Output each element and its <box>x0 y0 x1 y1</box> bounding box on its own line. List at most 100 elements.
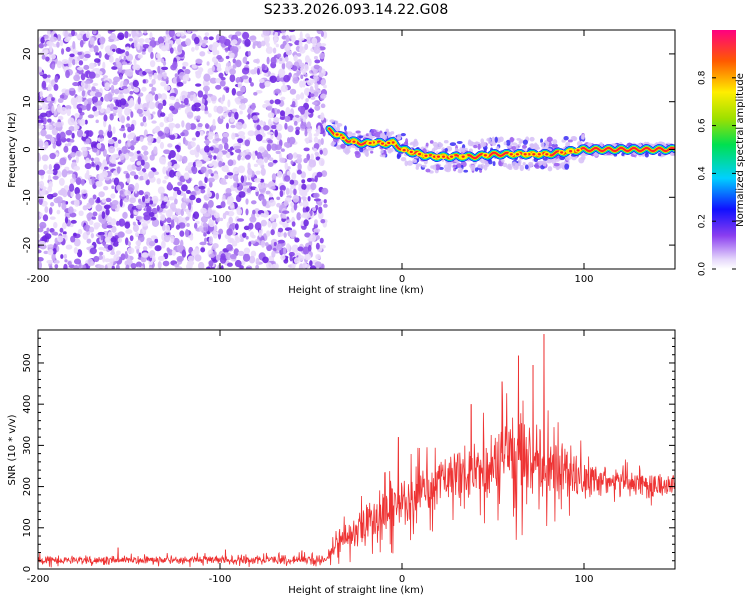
heatmap-cell <box>184 229 190 238</box>
heatmap-cell <box>542 160 547 167</box>
heatmap-cell <box>135 261 142 268</box>
heatmap-cell <box>157 36 165 45</box>
heatmap-cell <box>308 58 312 67</box>
heatmap-cell <box>185 189 191 195</box>
heatmap-cell <box>245 182 253 186</box>
heatmap-cell <box>229 74 236 83</box>
heatmap-cell <box>311 37 318 46</box>
heatmap-cell <box>277 170 283 178</box>
heatmap-cell <box>314 82 319 90</box>
heatmap-cell <box>295 93 301 101</box>
heatmap-cell <box>74 125 80 130</box>
heatmap-cell <box>63 263 68 269</box>
heatmap-cell <box>144 194 149 199</box>
heatmap-cell <box>222 112 228 118</box>
heatmap-cell <box>161 66 169 71</box>
heatmap-cell <box>242 253 251 262</box>
heatmap-cell <box>421 164 427 168</box>
heatmap-cell <box>218 72 224 79</box>
heatmap-cell <box>160 214 166 221</box>
heatmap-cell <box>188 202 192 211</box>
heatmap-cell <box>208 154 213 159</box>
heatmap-cell <box>252 43 256 49</box>
heatmap-cell <box>59 157 67 166</box>
heatmap-cell <box>313 55 318 60</box>
heatmap-cell <box>277 230 284 237</box>
heatmap-cell <box>266 131 274 135</box>
heatmap-cell <box>508 166 513 170</box>
heatmap-cell <box>297 246 304 252</box>
heatmap-cell <box>180 132 185 137</box>
heatmap-cell <box>260 212 265 218</box>
heatmap-cell <box>263 156 269 164</box>
heatmap-cell <box>277 227 284 233</box>
heatmap-cell <box>219 255 227 264</box>
heatmap-cell <box>84 163 92 170</box>
heatmap-cell <box>304 130 308 137</box>
heatmap-cell <box>227 99 231 108</box>
heatmap-cell <box>143 172 149 181</box>
snr-line <box>38 334 675 568</box>
heatmap-cell <box>429 140 434 144</box>
heatmap-cell <box>98 129 104 136</box>
heatmap-cell <box>109 163 117 167</box>
heatmap-cell <box>389 148 394 153</box>
ridge-knot <box>368 141 372 145</box>
heatmap-cell <box>179 230 185 237</box>
heatmap-cell <box>120 49 126 53</box>
heatmap-cell <box>205 170 209 178</box>
spectrogram-x-label: Height of straight line (km) <box>288 285 424 296</box>
heatmap-cell <box>245 149 250 153</box>
heatmap-cell <box>103 114 108 122</box>
heatmap-cell <box>221 164 229 173</box>
heatmap-cell <box>305 184 313 190</box>
heatmap-cell <box>192 161 197 168</box>
heatmap-cell <box>56 41 60 48</box>
heatmap-cell <box>72 97 78 105</box>
heatmap-cell <box>304 253 312 261</box>
heatmap-cell <box>189 194 196 201</box>
heatmap-cell <box>51 105 55 114</box>
heatmap-cell <box>218 143 223 151</box>
heatmap-cell <box>546 136 553 143</box>
heatmap-cell <box>63 145 69 153</box>
ridge-knot <box>335 133 339 136</box>
heatmap-cell <box>204 32 210 37</box>
heatmap-cell <box>195 197 202 204</box>
heatmap-cell <box>73 247 79 254</box>
heatmap-cell <box>245 266 252 269</box>
heatmap-cell <box>115 264 120 269</box>
heatmap-cell <box>297 162 302 171</box>
ridge-knot <box>391 141 395 144</box>
heatmap-cell <box>52 248 57 255</box>
heatmap-cell <box>247 167 253 176</box>
heatmap-cell <box>141 145 148 151</box>
heatmap-cell <box>432 164 437 170</box>
heatmap-cell <box>173 190 178 200</box>
heatmap-cell <box>291 221 296 227</box>
heatmap-cell <box>86 103 91 111</box>
heatmap-cell <box>49 216 56 220</box>
heatmap-cell <box>46 193 54 200</box>
heatmap-cell <box>534 144 540 150</box>
heatmap-cell <box>288 136 296 145</box>
heatmap-cell <box>486 137 492 142</box>
heatmap-cell <box>105 197 112 203</box>
heatmap-cell <box>69 183 75 192</box>
heatmap-cell <box>273 116 280 123</box>
heatmap-cell <box>265 46 273 54</box>
heatmap-cell <box>110 237 117 243</box>
heatmap-cell <box>144 68 152 73</box>
heatmap-cell <box>518 140 523 144</box>
heatmap-cell <box>286 243 291 251</box>
heatmap-cell <box>256 151 263 160</box>
heatmap-cell <box>355 130 361 134</box>
heatmap-cell <box>580 135 585 140</box>
heatmap-cell <box>138 190 144 196</box>
spectrogram-y-ticks: -20 -10 0 10 20 <box>22 48 675 253</box>
heatmap-cell <box>83 224 91 232</box>
heatmap-cell <box>127 139 131 147</box>
heatmap-cell <box>207 206 212 215</box>
heatmap-cell <box>138 201 146 205</box>
heatmap-cell <box>547 166 553 172</box>
